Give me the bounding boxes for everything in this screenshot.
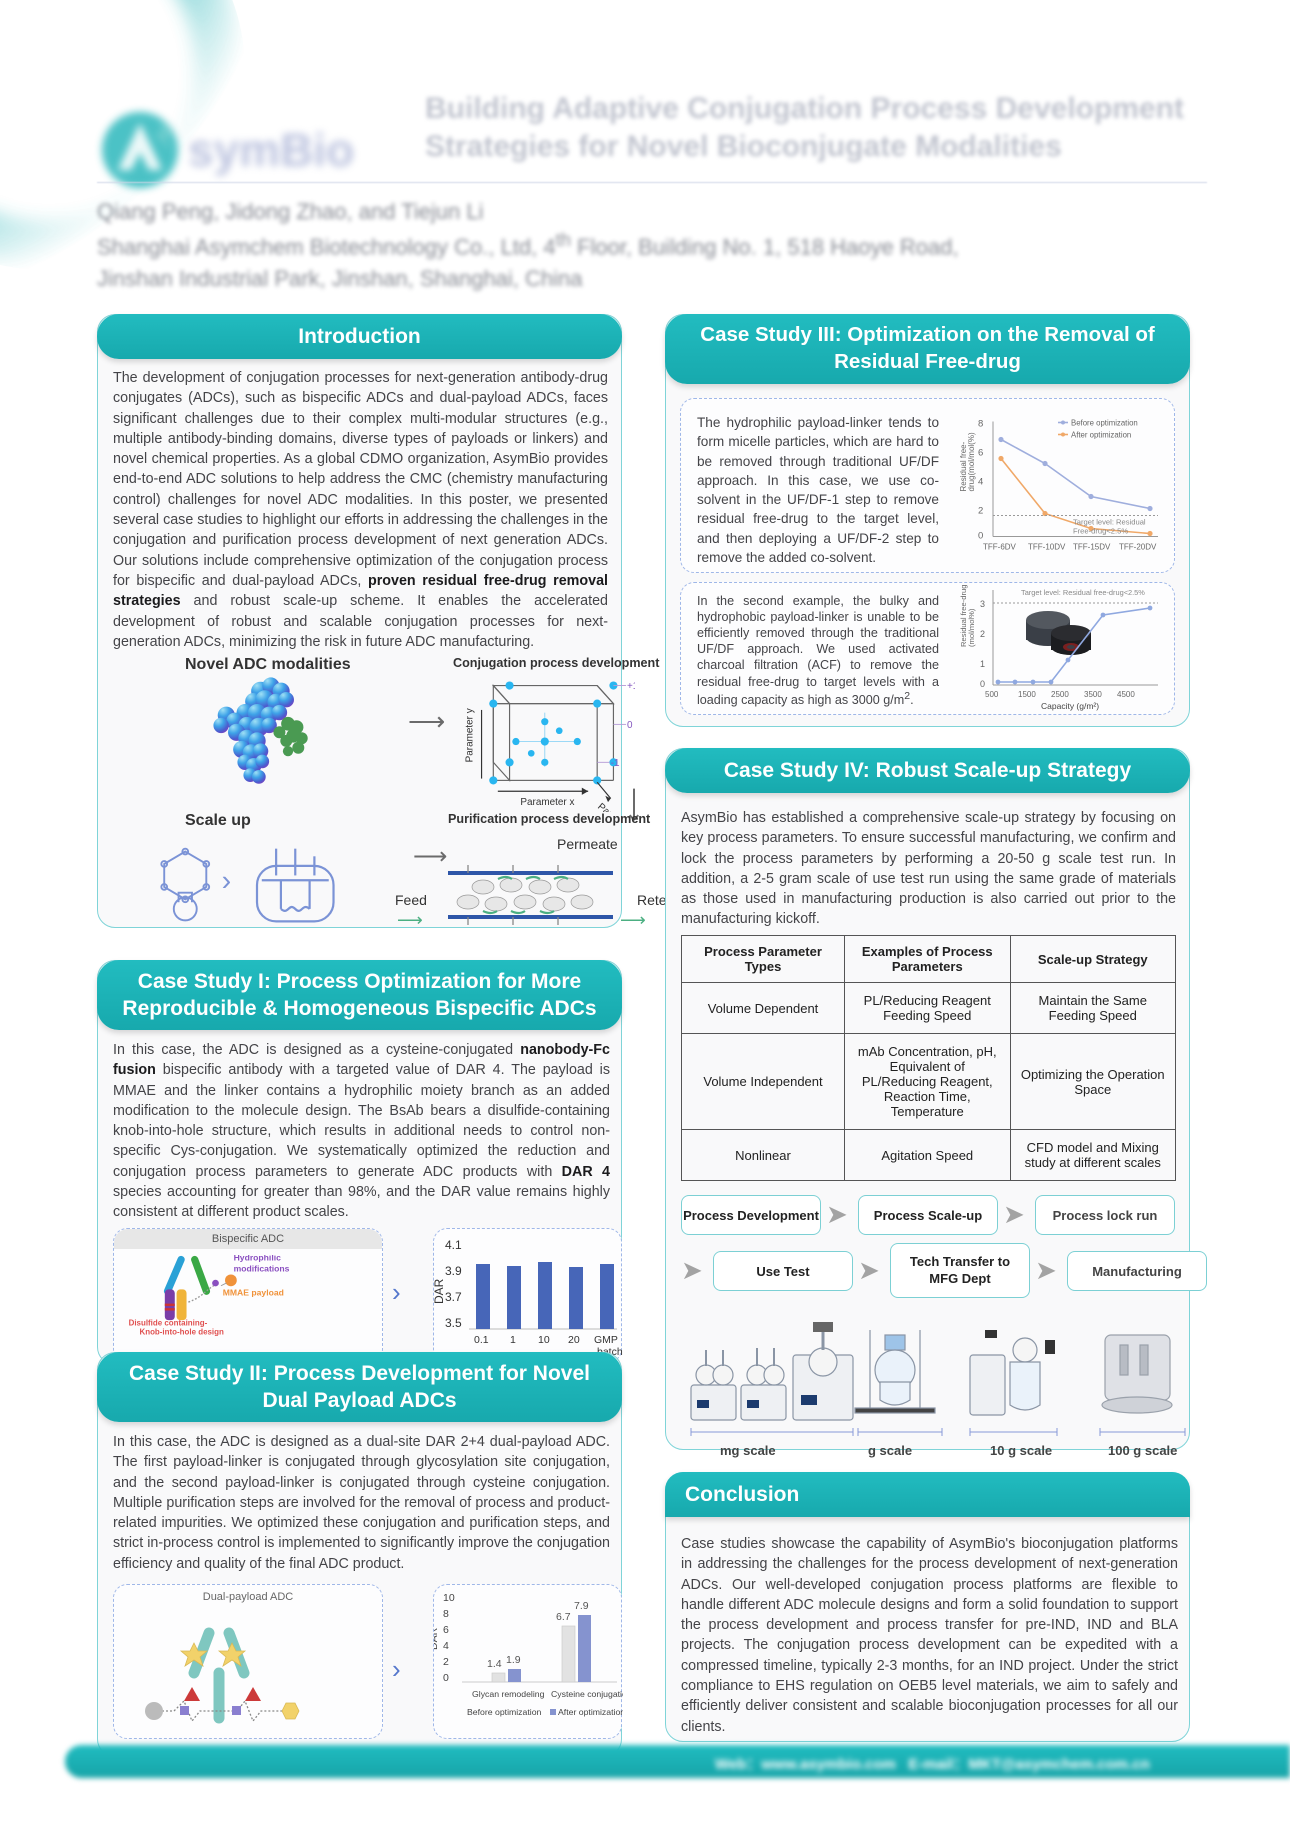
svg-text:1.4: 1.4 [487, 1658, 502, 1670]
svg-text:6: 6 [978, 448, 983, 459]
svg-text:1: 1 [510, 1334, 516, 1346]
svg-text:TFF-20DV: TFF-20DV [1119, 543, 1157, 552]
svg-text:drug(mol/mol(%): drug(mol/mol(%) [967, 432, 976, 491]
svg-text:6.7: 6.7 [556, 1611, 571, 1623]
svg-text:0: 0 [978, 531, 983, 542]
svg-text:Parameter y: Parameter y [465, 708, 476, 762]
svg-text:4: 4 [443, 1640, 449, 1652]
svg-text:Disulfide containing-: Disulfide containing- [129, 1319, 208, 1328]
svg-text:2: 2 [443, 1656, 449, 1668]
svg-text:0: 0 [443, 1672, 449, 1684]
svg-text:7.9: 7.9 [574, 1600, 589, 1612]
svg-text:Parameter x: Parameter x [520, 797, 574, 808]
svg-text:2: 2 [978, 506, 983, 517]
svg-text:0.1: 0.1 [474, 1334, 489, 1346]
svg-text:Target level: Residual: Target level: Residual [1073, 518, 1146, 527]
svg-text:1.9: 1.9 [506, 1654, 521, 1666]
svg-text:DAR: DAR [434, 1278, 446, 1304]
svg-text:3.9: 3.9 [445, 1264, 462, 1278]
svg-text:›: › [222, 865, 232, 897]
svg-text:3.7: 3.7 [445, 1290, 462, 1304]
svg-text:symBio: symBio [188, 124, 354, 176]
svg-text:-1: -1 [611, 758, 620, 769]
svg-text:Capacity (g/m²): Capacity (g/m²) [1041, 701, 1099, 711]
svg-text:TFF-10DV: TFF-10DV [1028, 543, 1066, 552]
svg-text:After optimization: After optimization [1071, 431, 1131, 440]
svg-text:4: 4 [978, 477, 983, 488]
svg-text:1: 1 [980, 659, 985, 669]
svg-text:modifications: modifications [234, 1263, 290, 1273]
svg-text:DAR: DAR [434, 1627, 440, 1650]
svg-text:Knob-into-hole design: Knob-into-hole design [139, 1328, 224, 1337]
svg-text:After optimization: After optimization [558, 1707, 623, 1717]
svg-text:+1: +1 [627, 681, 635, 692]
svg-text:20: 20 [568, 1334, 580, 1346]
svg-text:Before optimization: Before optimization [1071, 419, 1138, 428]
svg-text:10: 10 [443, 1592, 455, 1604]
svg-text:Target level: Residual free-dr: Target level: Residual free-drug<2.5% [1021, 588, 1145, 597]
svg-text:6: 6 [443, 1624, 449, 1636]
svg-text:4.1: 4.1 [445, 1238, 462, 1252]
svg-text:Glycan remodeling: Glycan remodeling [472, 1689, 545, 1699]
svg-text:Before optimization: Before optimization [467, 1707, 542, 1717]
svg-text:(mol/mol%): (mol/mol%) [967, 608, 976, 647]
svg-text:GMP: GMP [594, 1334, 618, 1346]
svg-text:Cysteine conjugation: Cysteine conjugation [551, 1689, 623, 1699]
svg-text:8: 8 [443, 1608, 449, 1620]
svg-text:1500: 1500 [1018, 690, 1036, 699]
svg-text:TFF-6DV: TFF-6DV [983, 543, 1017, 552]
svg-text:2: 2 [980, 629, 985, 639]
svg-text:500: 500 [985, 690, 999, 699]
svg-text:3.5: 3.5 [445, 1316, 462, 1330]
svg-text:0: 0 [627, 720, 633, 731]
svg-text:Free-drug<2.5%: Free-drug<2.5% [1073, 527, 1128, 536]
svg-text:4500: 4500 [1117, 690, 1135, 699]
svg-text:Hydrophilic: Hydrophilic [234, 1255, 281, 1262]
svg-text:3: 3 [980, 599, 985, 609]
svg-text:3500: 3500 [1084, 690, 1102, 699]
svg-text:8: 8 [978, 419, 983, 430]
svg-text:2500: 2500 [1051, 690, 1069, 699]
svg-text:MMAE payload: MMAE payload [223, 1288, 284, 1298]
svg-text:TFF-15DV: TFF-15DV [1073, 543, 1111, 552]
svg-text:0: 0 [980, 679, 985, 689]
svg-text:10: 10 [538, 1334, 550, 1346]
